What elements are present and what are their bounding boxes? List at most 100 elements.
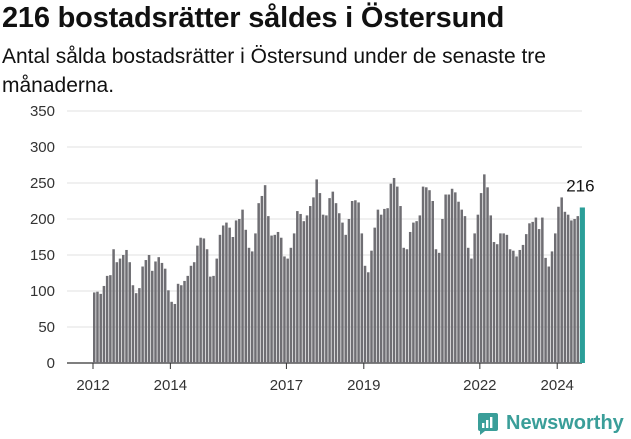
- bar: [257, 203, 260, 363]
- y-tick-label-150: 150: [30, 247, 55, 264]
- bar: [470, 258, 473, 363]
- bar: [512, 250, 515, 363]
- bar: [244, 229, 248, 363]
- bar: [118, 258, 122, 363]
- bar: [99, 293, 102, 363]
- bar: [221, 225, 225, 363]
- bar: [105, 275, 109, 363]
- y-tick-label-0: 0: [47, 355, 55, 372]
- bar: [260, 195, 264, 363]
- bar: [447, 194, 451, 363]
- bar: [376, 209, 380, 363]
- bar: [483, 174, 486, 363]
- bar: [421, 186, 425, 363]
- bar: [454, 192, 457, 363]
- bar: [418, 215, 422, 363]
- bar: [412, 222, 415, 363]
- bar: [396, 186, 399, 363]
- bar: [147, 255, 151, 363]
- bar: [192, 262, 196, 363]
- bar: [279, 237, 283, 363]
- bar: [151, 270, 154, 363]
- bar: [112, 249, 115, 363]
- bar: [183, 280, 186, 363]
- bar: [250, 251, 254, 363]
- bar: [492, 242, 496, 363]
- bar: [125, 249, 128, 363]
- bar: [386, 208, 389, 363]
- bar: [363, 265, 367, 363]
- bar: [515, 256, 518, 363]
- bar: [231, 237, 235, 363]
- bar: [463, 216, 467, 363]
- bar: [93, 292, 96, 363]
- bar: [186, 275, 189, 363]
- bar: [370, 250, 373, 363]
- bar: [473, 233, 476, 363]
- bar: [425, 187, 428, 363]
- bar: [521, 244, 525, 363]
- bar: [441, 219, 444, 363]
- bar: [573, 219, 576, 363]
- bar: [408, 231, 412, 363]
- bar: [360, 233, 364, 363]
- bar: [557, 206, 560, 363]
- bar: [341, 222, 344, 363]
- x-tick-label-2019: 2019: [347, 377, 380, 394]
- bars: [93, 174, 585, 363]
- bar: [254, 233, 257, 363]
- bar: [560, 197, 563, 363]
- x-tick-label-2024: 2024: [541, 377, 574, 394]
- bar: [302, 221, 306, 363]
- bar: [457, 201, 460, 363]
- bar: [534, 217, 538, 363]
- bar: [402, 247, 405, 363]
- chart-title: 216 bostadsrätter såldes i Östersund: [2, 2, 505, 34]
- bar: [518, 249, 522, 363]
- y-tick-label-50: 50: [38, 319, 55, 336]
- bar: [570, 220, 573, 363]
- bar: [354, 200, 357, 363]
- bar: [189, 265, 193, 363]
- bar: [437, 252, 441, 363]
- bar: [350, 201, 354, 363]
- bar: [531, 221, 534, 363]
- bar: [508, 249, 512, 363]
- bar: [321, 214, 325, 363]
- bar: [160, 262, 164, 363]
- bar: [134, 293, 138, 363]
- bar: [131, 285, 135, 363]
- bar: [167, 290, 170, 363]
- bar: [325, 215, 328, 363]
- bar: [273, 234, 277, 363]
- y-tick-label-350: 350: [30, 103, 55, 120]
- bar: [109, 275, 112, 363]
- newsworthy-brand: Newsworthy: [476, 408, 624, 438]
- bar: [495, 244, 499, 363]
- bar: [486, 187, 489, 363]
- bar: [479, 193, 483, 363]
- bar: [157, 257, 160, 363]
- bar: [415, 221, 418, 363]
- bar: [331, 191, 335, 363]
- bar: [296, 211, 299, 363]
- bar: [367, 272, 370, 363]
- bar: [444, 194, 447, 363]
- bar: [379, 214, 383, 363]
- y-tick-label-300: 300: [30, 139, 55, 156]
- bar: [215, 258, 219, 363]
- bar: [144, 260, 148, 363]
- bar: [128, 262, 131, 363]
- bar: [502, 233, 505, 363]
- x-tick-label-2014: 2014: [154, 377, 187, 394]
- bar: [305, 215, 309, 363]
- bar-last: [579, 207, 585, 363]
- bar: [267, 216, 270, 363]
- bar: [399, 206, 402, 363]
- bar: [547, 266, 551, 363]
- bar: [292, 233, 296, 363]
- bar: [308, 206, 312, 363]
- bar: [563, 211, 567, 363]
- bar: [318, 193, 322, 363]
- bar: [270, 235, 273, 363]
